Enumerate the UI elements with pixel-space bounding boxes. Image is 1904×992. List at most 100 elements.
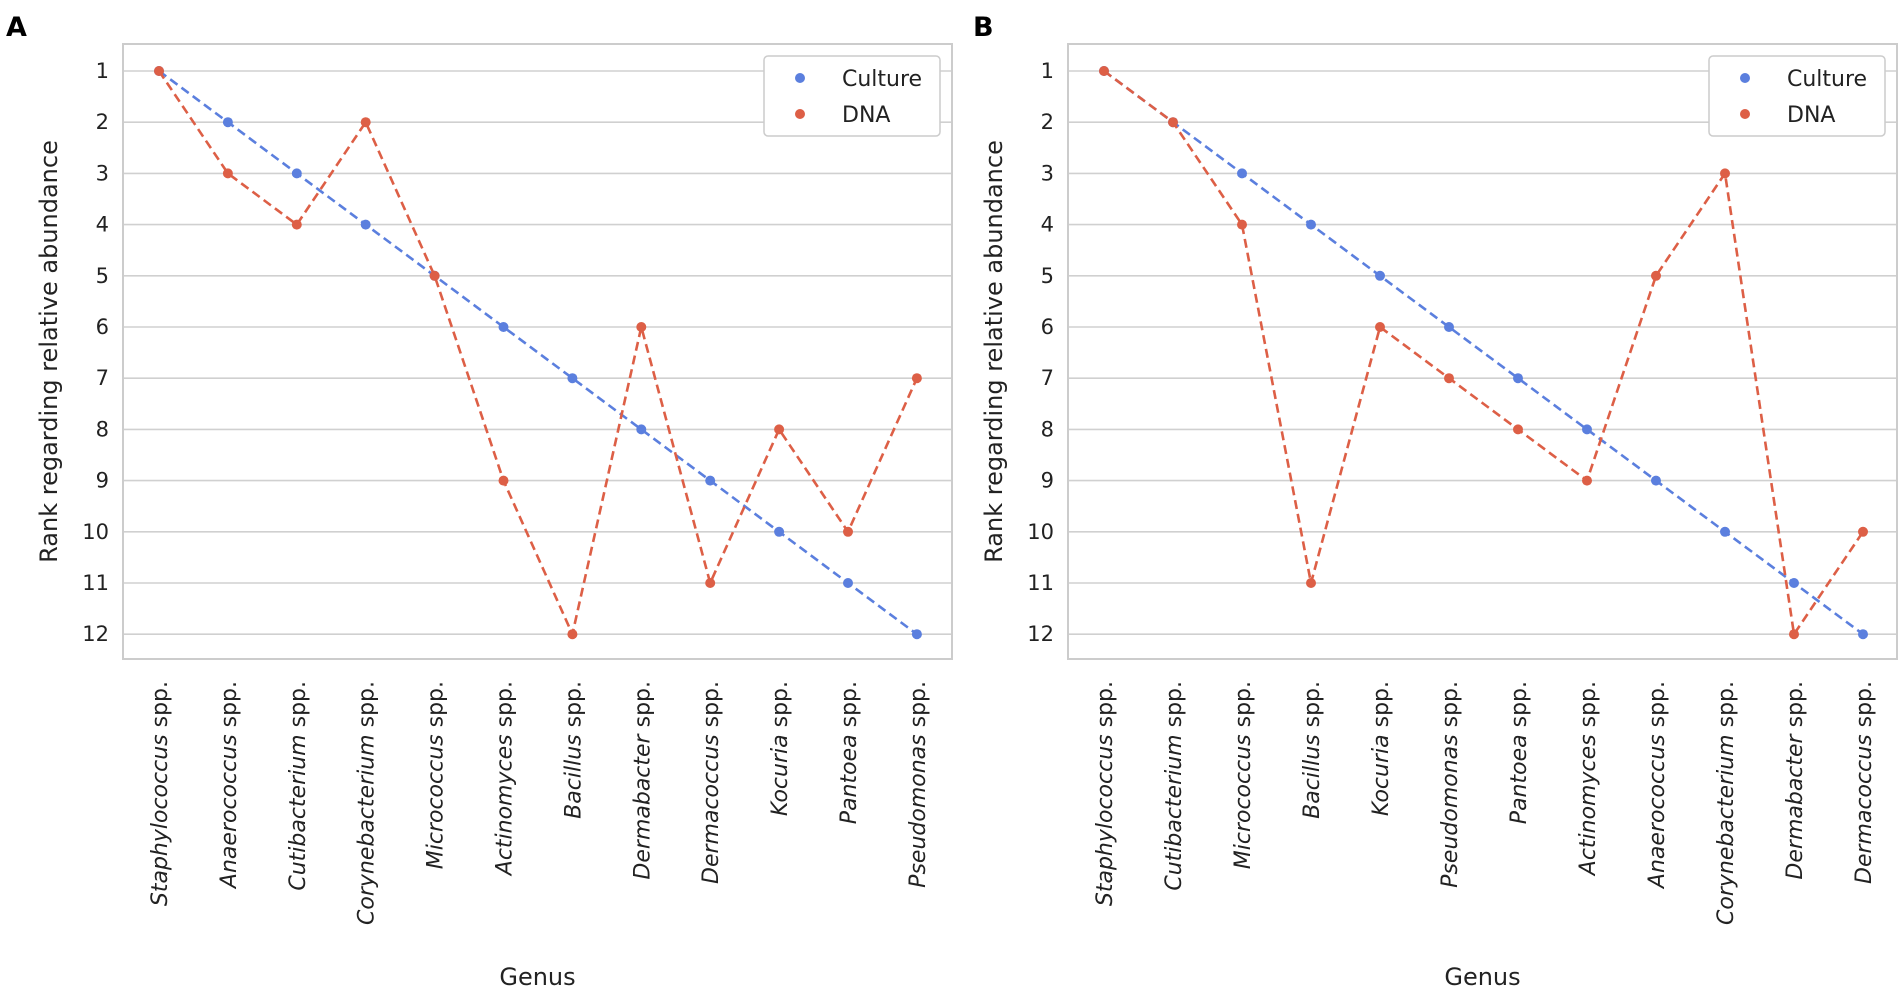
x-tick-genus: Actinomyces xyxy=(493,734,518,877)
x-tick-suffix: spp. xyxy=(1645,681,1670,734)
x-tick-suffix: spp. xyxy=(1438,681,1463,734)
series-line-dna xyxy=(1103,69,1865,638)
x-tick-label: Cutibacterium spp. xyxy=(1162,681,1187,891)
x-tick-suffix: spp. xyxy=(630,681,655,734)
x-tick-genus: Dermabacter xyxy=(1783,732,1808,879)
data-point-dna xyxy=(705,578,716,588)
x-tick-suffix: spp. xyxy=(561,681,586,734)
data-point-dna xyxy=(1789,629,1799,640)
series-line-culture xyxy=(158,69,918,636)
y-tick-label: 11 xyxy=(1027,571,1054,595)
data-point-culture xyxy=(498,322,509,332)
legend-label-culture: Culture xyxy=(1787,67,1867,92)
x-tick-suffix: spp. xyxy=(1576,681,1601,734)
x-tick-label: Anaerococcus spp. xyxy=(1645,681,1670,890)
legend-label-dna: DNA xyxy=(842,103,890,128)
y-tick-label: 12 xyxy=(82,622,109,646)
series-line-culture xyxy=(1103,69,1864,636)
data-point-dna xyxy=(222,168,233,179)
data-point-culture xyxy=(291,168,302,179)
y-tick-label: 8 xyxy=(1041,417,1054,441)
y-tick-label: 9 xyxy=(96,469,109,493)
data-point-culture xyxy=(1789,578,1799,588)
x-tick-suffix: spp. xyxy=(1852,681,1877,734)
y-tick-label: 7 xyxy=(96,366,109,390)
data-point-dna xyxy=(843,526,853,537)
y-tick-label: 4 xyxy=(96,213,109,237)
x-tick-label: Dermabacter spp. xyxy=(630,681,655,880)
legend-marker-culture xyxy=(1740,73,1750,83)
x-tick-suffix: spp. xyxy=(1369,681,1394,734)
data-point-culture xyxy=(567,373,578,384)
x-tick-label: Pseudomonas spp. xyxy=(1438,681,1463,888)
legend: Culture DNA xyxy=(763,55,941,137)
data-point-dna xyxy=(774,424,785,435)
data-point-dna xyxy=(1582,475,1592,486)
x-tick-genus: Bacillus xyxy=(1300,734,1325,818)
y-tick-label: 9 xyxy=(1041,469,1054,493)
x-tick-suffix: spp. xyxy=(1162,681,1187,734)
x-tick-genus: Anaerococcus xyxy=(1645,734,1670,890)
x-tick-label: Kocuria spp. xyxy=(1369,681,1394,816)
x-tick-genus: Pseudomonas xyxy=(906,734,931,887)
data-point-dna xyxy=(1099,66,1109,76)
x-tick-suffix: spp. xyxy=(1300,681,1325,734)
x-tick-label: Bacillus spp. xyxy=(1300,681,1325,819)
legend-marker-dna xyxy=(1740,109,1750,119)
y-tick-label: 1 xyxy=(96,59,109,83)
x-tick-label: Actinomyces spp. xyxy=(493,681,518,877)
y-tick-label: 7 xyxy=(1041,366,1054,390)
data-point-dna xyxy=(1375,322,1385,332)
x-tick-label: Micrococcus spp. xyxy=(1231,681,1256,869)
data-point-dna xyxy=(1237,219,1247,230)
x-tick-label: Actinomyces spp. xyxy=(1576,681,1601,877)
x-tick-genus: Kocuria xyxy=(768,734,793,816)
y-tick-label: 5 xyxy=(96,264,109,288)
data-point-dna xyxy=(1513,424,1523,435)
x-tick-suffix: spp. xyxy=(424,681,449,734)
x-tick-genus: Anaerococcus xyxy=(217,734,242,890)
x-tick-genus: Staphylococcus xyxy=(1093,734,1118,906)
y-tick-label: 11 xyxy=(82,571,109,595)
x-tick-suffix: spp. xyxy=(1093,681,1118,734)
data-point-dna xyxy=(567,629,578,640)
legend-box xyxy=(1708,55,1886,137)
y-tick-label: 2 xyxy=(1041,110,1054,134)
y-tick-label: 3 xyxy=(1041,161,1054,185)
x-tick-label: Pseudomonas spp. xyxy=(906,681,931,888)
x-tick-genus: Corynebacterium xyxy=(1714,734,1739,925)
x-tick-label: Staphylococcus spp. xyxy=(1093,681,1118,906)
legend-marker-culture xyxy=(795,73,805,83)
data-point-culture xyxy=(360,219,371,230)
x-tick-genus: Micrococcus xyxy=(1231,734,1256,869)
data-point-culture xyxy=(636,424,647,435)
x-tick-suffix: spp. xyxy=(148,681,173,734)
data-point-dna xyxy=(1444,373,1454,384)
x-tick-label: Dermabacter spp. xyxy=(1783,681,1808,880)
x-tick-suffix: spp. xyxy=(1231,681,1256,734)
data-point-culture xyxy=(1444,322,1454,332)
axes-frame xyxy=(122,43,953,660)
data-point-culture xyxy=(1582,424,1592,435)
x-tick-label: Dermacoccus spp. xyxy=(1852,681,1877,884)
data-point-dna xyxy=(1651,270,1661,281)
data-point-dna xyxy=(154,66,164,76)
legend: Culture DNA xyxy=(1708,55,1886,137)
legend-label-culture: Culture xyxy=(842,67,922,92)
data-point-dna xyxy=(498,475,509,486)
data-point-culture xyxy=(1651,475,1661,486)
x-tick-genus: Pseudomonas xyxy=(1438,734,1463,887)
x-axis-label: Genus xyxy=(1444,963,1520,991)
data-point-dna xyxy=(911,373,922,384)
x-tick-suffix: spp. xyxy=(286,681,311,734)
data-point-dna xyxy=(360,117,371,128)
data-point-dna xyxy=(1306,578,1316,588)
x-tick-suffix: spp. xyxy=(768,681,793,734)
x-tick-genus: Dermacoccus xyxy=(1852,734,1877,884)
data-point-culture xyxy=(1306,219,1316,230)
y-tick-label: 2 xyxy=(96,110,109,134)
x-tick-label: Micrococcus spp. xyxy=(424,681,449,869)
data-point-culture xyxy=(1858,629,1868,640)
